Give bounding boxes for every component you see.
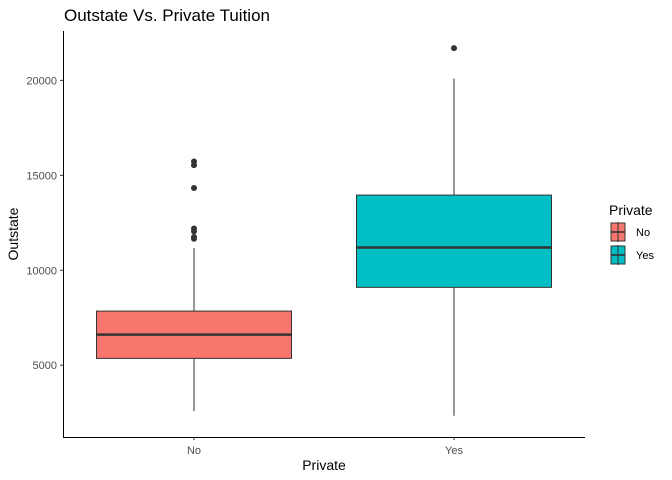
x-tick-label: No — [187, 445, 201, 457]
outlier-point — [451, 45, 457, 52]
box-group-no — [96, 158, 292, 412]
outlier-point — [191, 225, 197, 232]
box-iqr — [356, 194, 552, 288]
outlier-point — [191, 158, 197, 165]
x-tick-label: Yes — [445, 445, 463, 457]
outlier-point — [191, 185, 197, 192]
legend-label: Yes — [636, 250, 654, 262]
x-axis-ticks: No Yes — [187, 437, 463, 457]
plot-area — [96, 45, 552, 416]
legend-key-no: No — [610, 222, 650, 242]
legend: Private No Yes — [609, 202, 654, 265]
x-axis-title: Private — [302, 457, 346, 473]
box-group-yes — [356, 45, 552, 416]
legend-label: No — [636, 227, 650, 239]
legend-title: Private — [609, 202, 653, 218]
y-tick-label: 15000 — [26, 170, 57, 182]
y-tick-label: 5000 — [33, 360, 57, 372]
chart-title: Outstate Vs. Private Tuition — [64, 6, 270, 25]
outlier-point — [191, 234, 197, 241]
y-tick-label: 10000 — [26, 265, 57, 277]
y-axis-title: Outstate — [5, 207, 21, 260]
y-axis-ticks: 5000 10000 15000 20000 — [26, 75, 63, 372]
y-tick-label: 20000 — [26, 75, 57, 87]
legend-key-yes: Yes — [610, 245, 654, 265]
